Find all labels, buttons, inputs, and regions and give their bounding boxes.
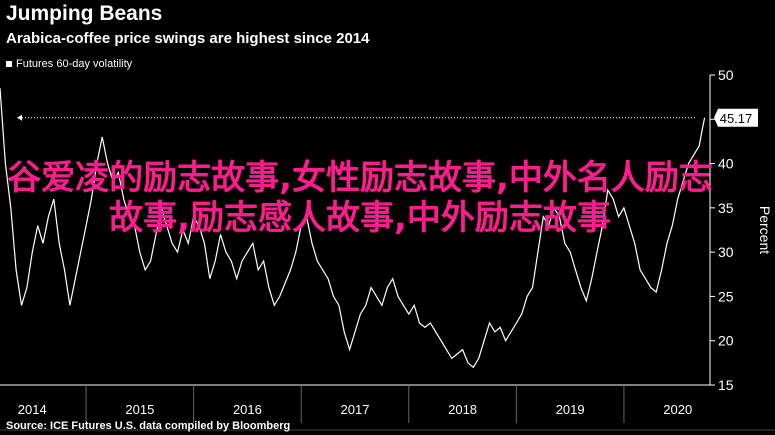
- y-axis-title: Percent: [757, 206, 773, 254]
- value-callout-label: 45.17: [720, 111, 753, 126]
- y-tick-label: 30: [718, 244, 734, 260]
- x-tick-label: 2018: [448, 402, 477, 417]
- x-tick-label: 2016: [233, 402, 262, 417]
- chart-subtitle: Arabica-coffee price swings are highest …: [6, 30, 370, 47]
- y-tick-label: 25: [718, 288, 734, 304]
- legend-label: Futures 60-day volatility: [16, 58, 133, 70]
- value-callout-box: [714, 108, 758, 127]
- reference-arrow-icon: [17, 114, 22, 121]
- overlay-watermark-text: 谷爱凌的励志故事,女性励志故事,中外名人励志故事,励志感人故事,中外励志故事: [7, 158, 713, 238]
- series-line: [0, 88, 706, 369]
- y-tick-label: 15: [718, 377, 734, 393]
- legend: Futures 60-day volatility: [6, 58, 132, 70]
- y-tick-label: 35: [718, 200, 734, 216]
- y-tick-label: 20: [718, 333, 734, 349]
- chart-title: Jumping Beans: [6, 2, 163, 25]
- y-tick-label: 40: [718, 156, 734, 172]
- y-tick-label: 50: [718, 67, 734, 83]
- legend-swatch-icon: [6, 61, 12, 67]
- x-tick-label: 2020: [663, 402, 692, 417]
- x-tick-label: 2014: [18, 402, 47, 417]
- x-tick-label: 2019: [556, 402, 585, 417]
- x-tick-label: 2017: [341, 402, 370, 417]
- x-tick-label: 2015: [125, 402, 154, 417]
- source-note: Source: ICE Futures U.S. data compiled b…: [6, 420, 291, 432]
